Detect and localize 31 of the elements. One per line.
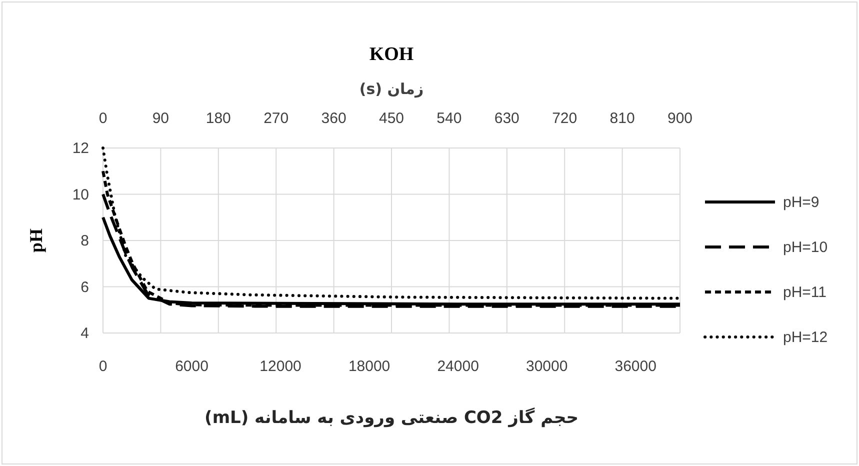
x2-tick-label: 270 (264, 110, 289, 127)
y-tick-label: 4 (80, 325, 89, 342)
x-tick-label: 24000 (437, 358, 479, 375)
x-tick-label: 0 (98, 358, 108, 375)
y-tick-label: 10 (72, 186, 89, 204)
x2-tick-label: 630 (494, 110, 520, 127)
x-tick-label: 18000 (348, 358, 390, 375)
legend-label: pH=12 (783, 329, 828, 346)
x-tick-label: 30000 (526, 358, 568, 375)
legend-label: pH=10 (783, 239, 828, 256)
x2-tick-label: 900 (667, 110, 693, 127)
chart-title: KOH (369, 44, 414, 65)
x-tick-label: 12000 (260, 358, 302, 375)
y-tick-label: 12 (72, 140, 89, 157)
y-axis-title: pH (26, 228, 46, 253)
x2-tick-label: 360 (321, 110, 346, 127)
y-tick-label: 8 (80, 232, 89, 250)
legend-label: pH=9 (783, 194, 820, 211)
x2-axis-title: زمان (s) (359, 80, 424, 98)
x2-tick-label: 450 (378, 110, 404, 127)
x2-tick-label: 90 (152, 110, 170, 127)
legend-label: pH=11 (783, 284, 827, 301)
x2-tick-label: 810 (610, 110, 635, 127)
x2-tick-label: 0 (98, 110, 108, 127)
x-tick-label: 36000 (614, 358, 656, 375)
x2-tick-label: 720 (552, 110, 578, 127)
x2-tick-label: 180 (206, 110, 231, 127)
y-tick-label: 6 (80, 278, 89, 296)
x-axis-title: حجم گاز CO2 صنعتی ورودی به سامانه (mL) (204, 407, 578, 428)
x-tick-label: 6000 (175, 358, 208, 375)
x2-tick-label: 540 (436, 110, 462, 127)
